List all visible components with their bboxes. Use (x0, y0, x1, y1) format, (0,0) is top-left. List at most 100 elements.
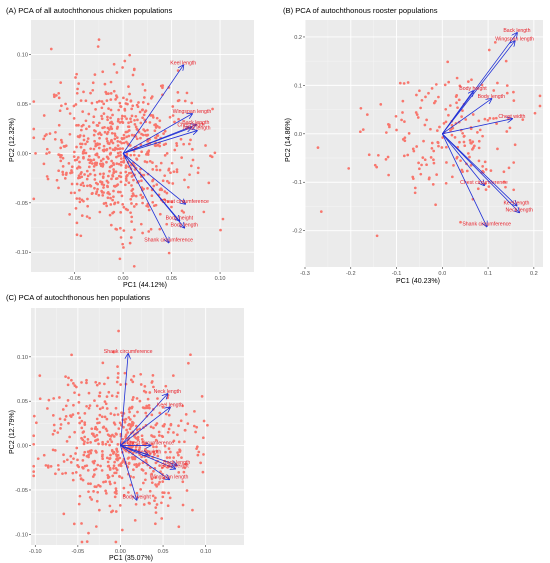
scatter-point (502, 180, 506, 184)
scatter-point (85, 454, 89, 458)
scatter-point (183, 178, 186, 182)
scatter-point (175, 168, 179, 171)
scatter-point (144, 133, 148, 137)
scatter-point (425, 118, 428, 122)
scatter-point (56, 431, 60, 434)
scatter-point (66, 383, 70, 387)
scatter-point (420, 163, 423, 167)
scatter-point (72, 403, 75, 407)
scatter-point (361, 128, 365, 131)
scatter-point (172, 439, 176, 443)
scatter-point (375, 165, 379, 169)
scatter-point (125, 152, 129, 156)
loading-arrow (442, 133, 516, 206)
scatter-point (113, 481, 117, 485)
scatter-point (94, 107, 97, 111)
x-tick-label: 0.05 (158, 549, 169, 555)
scatter-point (134, 436, 138, 440)
loading-arrow (122, 153, 169, 242)
scatter-point (64, 404, 68, 408)
scatter-point (95, 404, 99, 408)
scatter-point (478, 128, 482, 132)
scatter-point (45, 152, 48, 155)
panel-c-xlabel: PC1 (35.07%) (109, 555, 153, 562)
scatter-point (386, 155, 390, 159)
scatter-point (191, 147, 194, 151)
scatter-point (147, 230, 151, 233)
scatter-point (103, 82, 107, 86)
scatter-point (119, 157, 123, 160)
scatter-point (83, 464, 87, 468)
scatter-point (97, 193, 101, 197)
panel-b-ylabel: PC2 (14.86%) (285, 118, 292, 162)
scatter-point (436, 140, 440, 144)
scatter-point (105, 417, 109, 421)
scatter-point (154, 123, 158, 126)
scatter-point (62, 512, 66, 516)
scatter-point (126, 142, 130, 146)
scatter-point (76, 135, 80, 138)
scatter-point (109, 223, 113, 227)
scatter-point (452, 164, 455, 167)
scatter-point (90, 427, 94, 431)
scatter-point (169, 450, 172, 454)
loading-arrow (122, 153, 184, 227)
scatter-point (150, 472, 153, 476)
scatter-point (94, 181, 98, 185)
loading-label: Chest width (134, 449, 161, 455)
scatter-point (432, 161, 436, 165)
scatter-point (450, 133, 454, 137)
scatter-point (115, 162, 119, 165)
scatter-point (111, 449, 114, 453)
scatter-point (177, 471, 181, 474)
scatter-point (69, 460, 73, 464)
scatter-point (162, 143, 166, 147)
x-tick-label: 0.05 (166, 276, 177, 282)
scatter-point (52, 423, 56, 427)
scatter-point (71, 471, 75, 475)
loading-arrow (441, 41, 514, 135)
scatter-point (188, 173, 191, 177)
scatter-point (114, 94, 118, 97)
panel-a-ylabel: PC2 (12.32%) (9, 118, 16, 162)
scatter-point (445, 161, 448, 164)
y-tick-label: -0.10 (15, 532, 28, 538)
scatter-point (101, 449, 104, 453)
scatter-point (83, 435, 87, 439)
scatter-point (153, 453, 156, 456)
scatter-point (87, 406, 91, 410)
scatter-point (69, 171, 72, 175)
scatter-point (195, 425, 199, 429)
scatter-point (492, 117, 495, 120)
scatter-point (78, 494, 82, 498)
scatter-point (171, 114, 175, 117)
scatter-point (84, 119, 88, 123)
scatter-point (476, 131, 479, 134)
scatter-point (430, 146, 434, 150)
scatter-point (127, 125, 131, 129)
scatter-point (63, 177, 67, 180)
loading-label: Shank circumference (144, 237, 193, 243)
scatter-point (192, 424, 196, 428)
scatter-point (124, 177, 128, 180)
panel-a-title: (A) PCA of all autochthonous chicken pop… (6, 6, 173, 15)
scatter-point (139, 136, 142, 140)
scatter-point (128, 92, 131, 96)
scatter-point (401, 138, 405, 141)
scatter-point (155, 450, 159, 453)
scatter-point (140, 132, 143, 136)
scatter-point (109, 108, 113, 112)
scatter-point (101, 164, 105, 168)
scatter-point (181, 404, 184, 408)
scatter-point (135, 428, 139, 432)
scatter-point (432, 101, 436, 105)
scatter-point (435, 173, 438, 176)
scatter-point (207, 181, 211, 185)
scatter-point (118, 475, 121, 478)
scatter-point (387, 173, 390, 177)
scatter-point (459, 159, 462, 163)
scatter-point (86, 450, 90, 454)
scatter-point (109, 116, 112, 120)
scatter-point (123, 420, 127, 424)
scatter-point (483, 160, 487, 164)
